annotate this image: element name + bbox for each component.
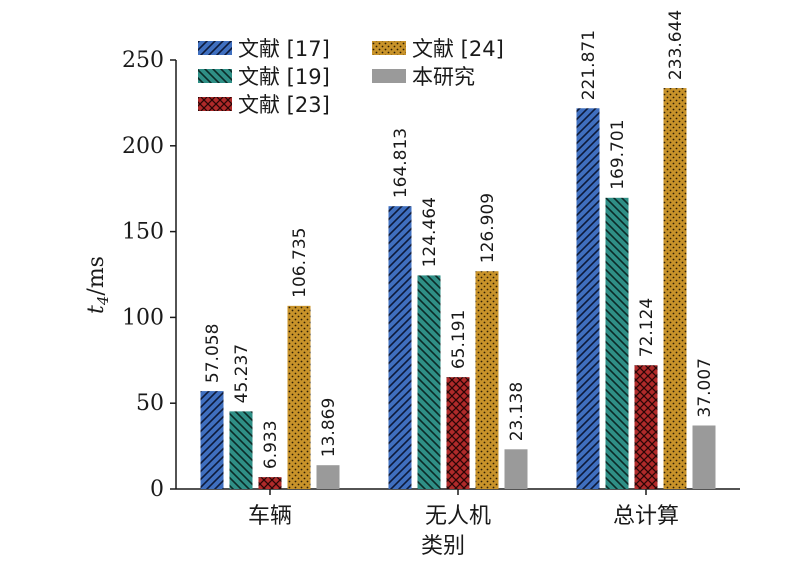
legend-swatch	[198, 97, 232, 111]
y-axis-title: t4/ms	[84, 256, 112, 314]
legend-label: 文献 [19]	[238, 65, 330, 89]
y-tick-label: 50	[136, 391, 164, 416]
y-axis-title-main: t	[84, 305, 109, 314]
bar-value-label: 45.237	[232, 344, 252, 403]
bar-value-label: 233.644	[666, 10, 686, 80]
bar	[287, 305, 311, 489]
bar	[504, 449, 528, 489]
legend-swatch	[372, 69, 406, 83]
bar	[200, 391, 224, 489]
bar	[692, 425, 716, 489]
y-tick-label: 250	[122, 48, 164, 73]
y-tick-label: 150	[122, 220, 164, 245]
bar	[258, 477, 282, 489]
bar-value-label: 13.869	[319, 398, 339, 457]
bar-value-label: 72.124	[637, 298, 657, 357]
legend-label: 文献 [23]	[238, 93, 330, 117]
bar-value-label: 169.701	[608, 119, 628, 189]
legend-swatch	[198, 69, 232, 83]
bar	[576, 108, 600, 490]
bar	[663, 88, 687, 489]
bar	[605, 197, 629, 489]
bar-value-label: 126.909	[478, 193, 498, 263]
bar	[634, 365, 658, 489]
legend-item: 本研究	[372, 65, 475, 89]
bar-value-label: 164.813	[391, 128, 411, 198]
legend-item: 文献 [19]	[198, 65, 330, 89]
legend-label: 本研究	[412, 65, 475, 89]
bar	[316, 465, 340, 489]
legend-item: 文献 [23]	[198, 93, 330, 117]
x-category-label: 车辆	[248, 504, 292, 529]
x-axis-title: 类别	[421, 534, 465, 559]
bar-value-label: 221.871	[579, 30, 599, 100]
bar-value-label: 124.464	[420, 197, 440, 267]
legend-label: 文献 [17]	[238, 37, 330, 61]
y-tick-label: 100	[122, 305, 164, 330]
bar-value-label: 23.138	[507, 382, 527, 441]
bar	[388, 206, 412, 489]
bar-value-label: 65.191	[449, 310, 469, 369]
bar	[446, 377, 470, 489]
legend-swatch	[372, 41, 406, 55]
legend-item: 文献 [24]	[372, 37, 504, 61]
bar-value-label: 37.007	[695, 358, 715, 417]
bar-value-label: 106.735	[290, 228, 310, 298]
bar-value-label: 6.933	[261, 420, 281, 469]
legend-label: 文献 [24]	[412, 37, 504, 61]
svg-text:t4/ms: t4/ms	[84, 256, 112, 314]
y-tick-label: 200	[122, 134, 164, 159]
bar	[475, 271, 499, 489]
legend-item: 文献 [17]	[198, 37, 330, 61]
y-axis-title-sub: 4	[94, 296, 112, 307]
y-tick-label: 0	[150, 477, 164, 502]
x-category-label: 总计算	[613, 504, 679, 529]
y-axis-title-unit: /ms	[84, 256, 109, 296]
x-category-labels: 车辆 无人机 总计算	[248, 489, 679, 529]
y-ticks: 0 50 100 150 200 250	[122, 48, 176, 502]
legend: 文献 [17] 文献 [19] 文献 [23] 文献 [24] 本研究	[198, 37, 504, 117]
bar-value-label: 57.058	[203, 324, 223, 383]
x-category-label: 无人机	[425, 504, 491, 529]
bar	[229, 411, 253, 489]
legend-swatch	[198, 41, 232, 55]
value-labels: 57.058 45.237 6.933 106.735 13.869 164.813 124…	[203, 10, 715, 469]
bar	[417, 275, 441, 489]
bars	[200, 88, 716, 490]
